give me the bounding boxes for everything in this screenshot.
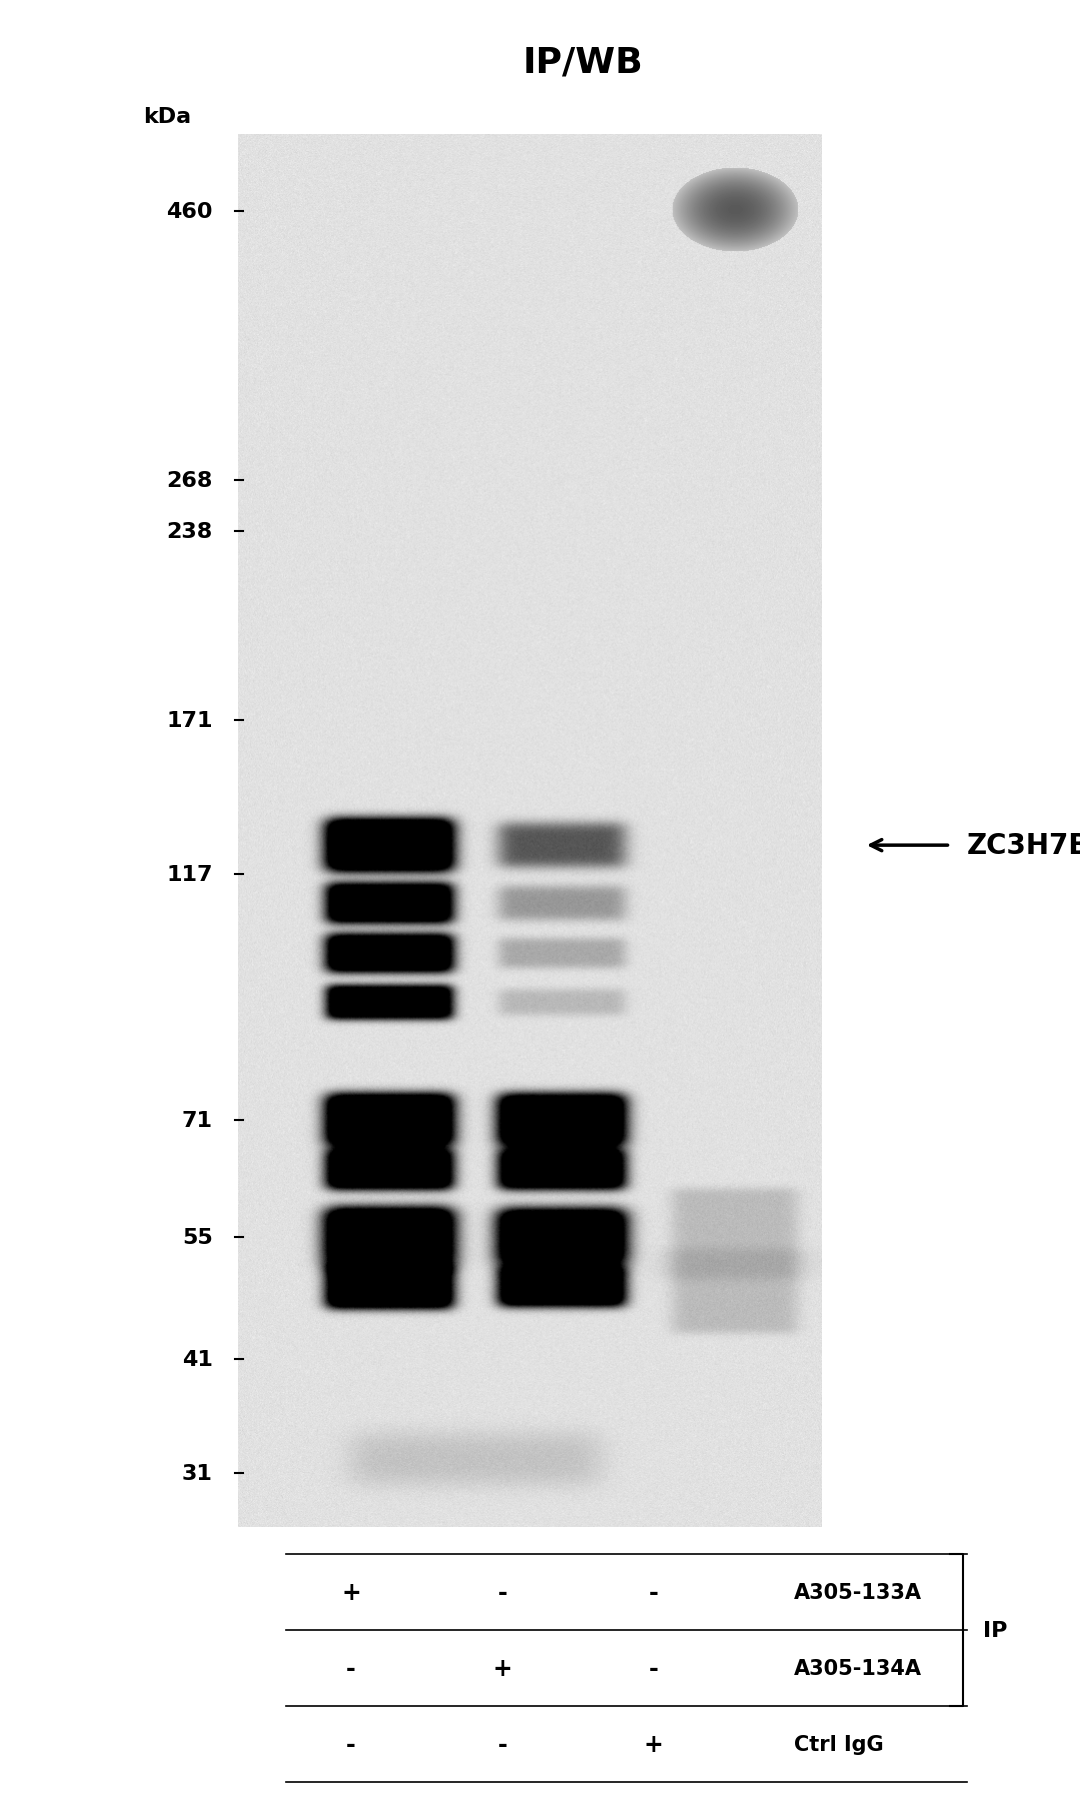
Text: 117: 117 — [166, 864, 213, 885]
Text: -: - — [648, 1655, 659, 1681]
Text: A305-133A: A305-133A — [794, 1581, 922, 1603]
Text: -: - — [497, 1579, 508, 1605]
Text: Ctrl IgG: Ctrl IgG — [794, 1733, 883, 1755]
Text: kDa: kDa — [144, 107, 191, 126]
Text: 171: 171 — [166, 710, 213, 732]
Text: A305-134A: A305-134A — [794, 1657, 922, 1679]
Text: +: + — [644, 1731, 663, 1756]
Text: -: - — [648, 1579, 659, 1605]
Text: -: - — [346, 1655, 356, 1681]
Text: ZC3H7B: ZC3H7B — [967, 831, 1080, 860]
Text: IP/WB: IP/WB — [523, 45, 644, 80]
Text: 268: 268 — [166, 470, 213, 492]
Text: +: + — [492, 1655, 512, 1681]
Text: 460: 460 — [166, 201, 213, 222]
Text: 31: 31 — [181, 1462, 213, 1484]
Text: 238: 238 — [166, 520, 213, 542]
Text: +: + — [341, 1579, 361, 1605]
Text: 41: 41 — [181, 1348, 213, 1370]
Text: 71: 71 — [181, 1109, 213, 1131]
Text: IP: IP — [983, 1619, 1008, 1641]
Text: -: - — [346, 1731, 356, 1756]
Text: -: - — [497, 1731, 508, 1756]
Text: 55: 55 — [183, 1227, 213, 1249]
